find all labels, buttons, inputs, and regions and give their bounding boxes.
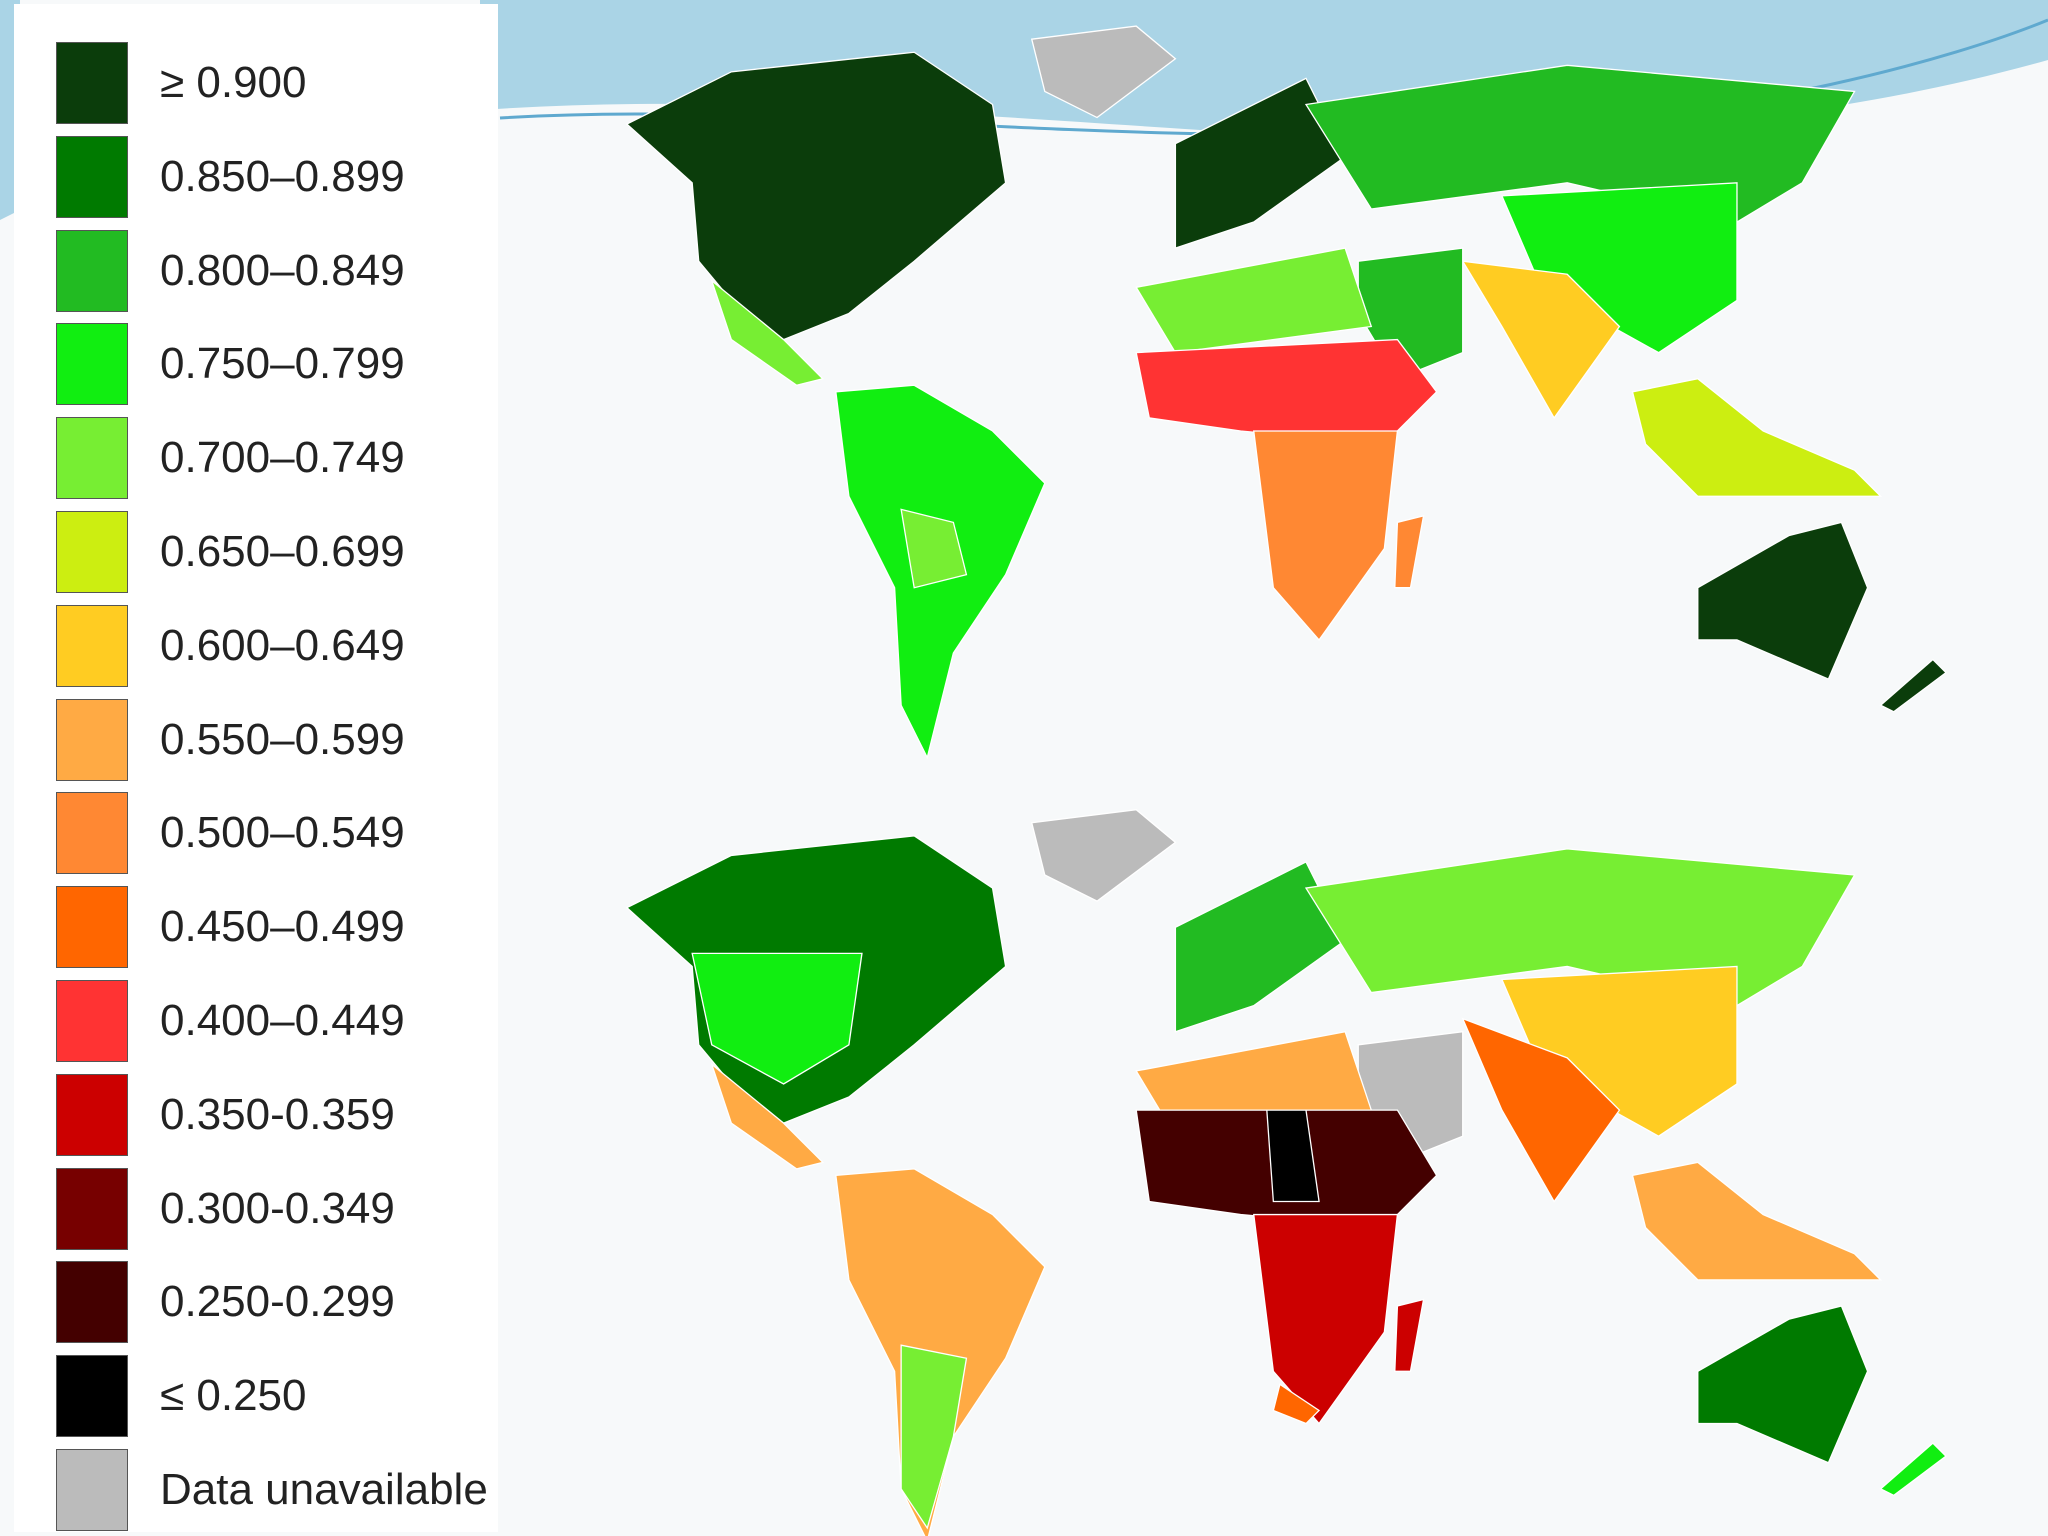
legend-label: 0.400–0.449 bbox=[160, 996, 405, 1045]
map-top bbox=[625, 25, 1947, 760]
legend-swatch bbox=[56, 323, 128, 406]
legend-swatch bbox=[56, 792, 128, 875]
legend-label: ≤ 0.250 bbox=[160, 1371, 307, 1421]
legend-label: 0.300-0.349 bbox=[160, 1183, 395, 1233]
legend-label: 0.350-0.359 bbox=[160, 1089, 395, 1139]
legend-swatch bbox=[56, 42, 128, 124]
legend-label: Data unavailable bbox=[160, 1465, 488, 1514]
legend-swatch bbox=[56, 511, 128, 593]
legend-swatch bbox=[56, 1261, 128, 1344]
legend-label: 0.800–0.849 bbox=[160, 245, 405, 295]
legend-swatch bbox=[56, 698, 128, 781]
legend-label: 0.850–0.899 bbox=[160, 151, 405, 201]
legend-swatch bbox=[56, 604, 128, 687]
legend-swatch bbox=[56, 1073, 128, 1156]
legend-label: 0.250-0.299 bbox=[160, 1277, 395, 1327]
legend-swatch bbox=[56, 1355, 128, 1438]
legend-swatch bbox=[56, 417, 128, 500]
legend-swatch bbox=[56, 886, 128, 969]
legend-swatch bbox=[56, 1449, 128, 1531]
legend-swatch bbox=[56, 229, 128, 312]
legend-label: 0.750–0.799 bbox=[160, 339, 405, 389]
legend-label: 0.650–0.699 bbox=[160, 527, 405, 576]
legend-swatch bbox=[56, 980, 128, 1062]
legend-label: 0.700–0.749 bbox=[160, 433, 405, 483]
legend: ≥ 0.900 0.850–0.899 0.800–0.849 0.750–0.799… bbox=[14, 4, 498, 1532]
legend-swatch bbox=[56, 1167, 128, 1250]
legend-label: 0.450–0.499 bbox=[160, 902, 405, 952]
legend-label: 0.600–0.649 bbox=[160, 620, 405, 670]
legend-swatch bbox=[56, 135, 128, 218]
legend-label: 0.550–0.599 bbox=[160, 714, 405, 764]
legend-label: ≥ 0.900 bbox=[160, 58, 307, 107]
legend-label: 0.500–0.549 bbox=[160, 808, 405, 858]
map-bottom bbox=[625, 809, 1947, 1536]
